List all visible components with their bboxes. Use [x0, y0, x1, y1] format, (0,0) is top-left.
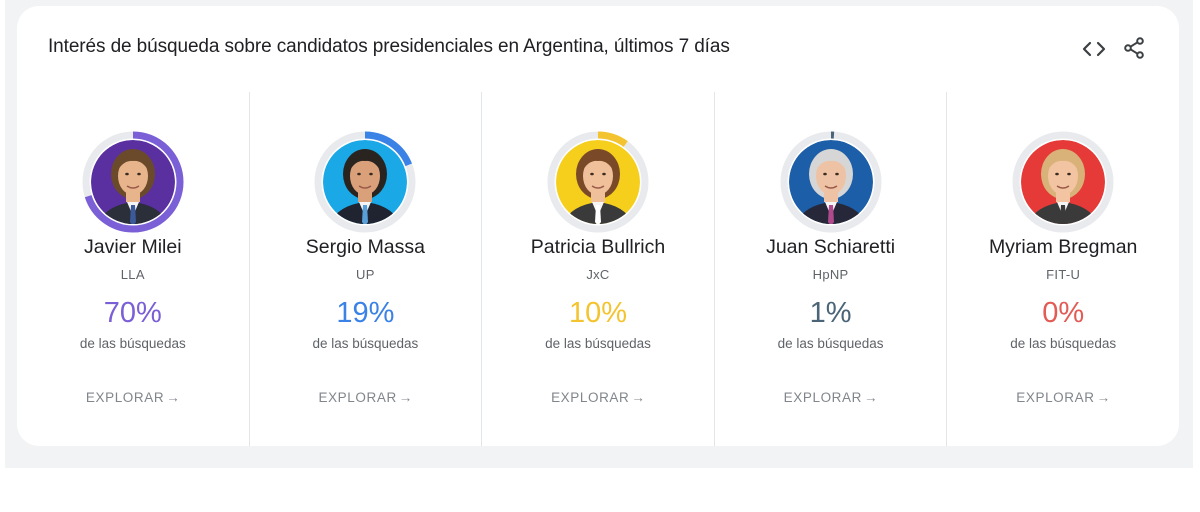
candidate-card: Patricia Bullrich JxC 10% de las búsqued…: [481, 92, 714, 446]
candidate-search-percent: 1%: [809, 297, 852, 329]
candidate-party: LLA: [120, 267, 145, 282]
percent-caption: de las búsquedas: [79, 336, 186, 351]
candidate-search-percent: 70%: [103, 297, 162, 329]
percent-caption: de las búsquedas: [1010, 336, 1117, 351]
candidate-card: Juan Schiaretti HpNP 1% de las búsquedas…: [713, 92, 947, 446]
card-title: Interés de búsqueda sobre candidatos pre…: [48, 36, 730, 57]
candidate-portrait: [1021, 140, 1106, 224]
candidate-portrait: [788, 140, 873, 224]
candidate-portrait-ring: [547, 131, 649, 233]
candidate-name: Sergio Massa: [305, 236, 425, 258]
share-ring-arc: [82, 131, 184, 233]
share-icon[interactable]: [1122, 36, 1146, 60]
candidate-party: FIT-U: [1046, 267, 1081, 282]
candidate-party: HpNP: [812, 267, 849, 282]
arrow-right-icon: →: [166, 390, 180, 405]
candidate-card: Sergio Massa UP 19% de las búsquedas EXP…: [248, 92, 482, 446]
explore-link[interactable]: EXPLORAR →: [551, 390, 645, 405]
candidate-search-percent: 0%: [1042, 297, 1085, 329]
candidate-name: Myriam Bregman: [988, 236, 1138, 258]
candidate-party: JxC: [586, 267, 610, 282]
share-ring-arc: [547, 131, 649, 233]
percent-caption: de las búsquedas: [312, 336, 419, 351]
candidate-search-percent: 19%: [336, 297, 395, 329]
candidate-card: Javier Milei LLA 70% de las búsquedas EX…: [17, 92, 249, 446]
candidate-columns: Javier Milei LLA 70% de las búsquedas EX…: [17, 92, 1179, 446]
explore-link[interactable]: EXPLORAR →: [85, 390, 180, 405]
candidate-name: Patricia Bullrich: [530, 236, 666, 258]
candidate-portrait: [323, 140, 408, 224]
candidate-portrait: [555, 140, 640, 224]
candidate-portrait: [90, 140, 175, 224]
candidate-name: Juan Schiaretti: [766, 236, 896, 258]
candidate-card: Myriam Bregman FIT-U 0% de las búsquedas…: [946, 92, 1179, 446]
arrow-right-icon: →: [631, 390, 645, 405]
arrow-right-icon: →: [1096, 390, 1111, 405]
share-ring-arc: [780, 131, 882, 233]
candidate-portrait-ring: [780, 131, 882, 233]
explore-link[interactable]: EXPLORAR →: [318, 390, 413, 405]
explore-link[interactable]: EXPLORAR →: [1016, 390, 1111, 405]
candidate-portrait-ring: [314, 131, 416, 233]
percent-caption: de las búsquedas: [545, 336, 651, 351]
candidate-portrait-ring: [1012, 131, 1114, 233]
share-ring-arc: [314, 131, 416, 233]
share-ring-track: [1012, 131, 1114, 233]
candidate-portrait-ring: [82, 131, 184, 233]
candidate-search-percent: 10%: [568, 297, 627, 329]
trends-card: Interés de búsqueda sobre candidatos pre…: [17, 6, 1179, 446]
code-embed-icon[interactable]: [1081, 38, 1107, 60]
candidate-party: UP: [356, 267, 375, 282]
arrow-right-icon: →: [398, 390, 413, 405]
explore-link[interactable]: EXPLORAR →: [783, 390, 878, 405]
arrow-right-icon: →: [863, 390, 878, 405]
candidate-name: Javier Milei: [84, 236, 182, 258]
percent-caption: de las búsquedas: [777, 336, 884, 351]
